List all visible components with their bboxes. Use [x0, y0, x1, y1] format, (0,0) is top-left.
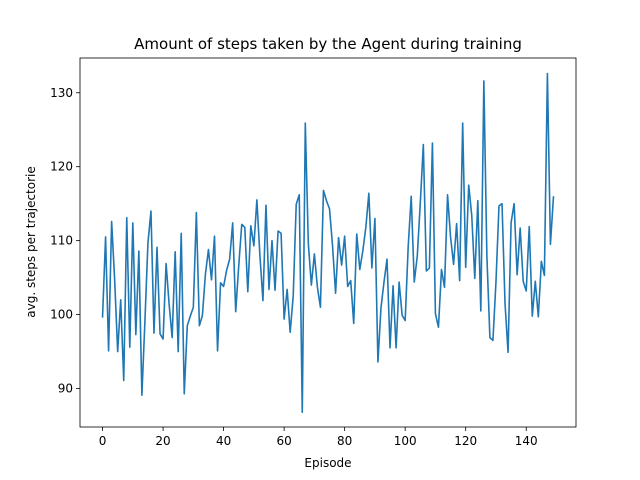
series-line: [101, 72, 555, 414]
x-tick-label: 40: [216, 434, 231, 448]
x-axis: 0 20 40 60 80 100 120 140: [99, 427, 538, 448]
x-tick-label: 80: [337, 434, 352, 448]
y-tick-label: 110: [50, 234, 73, 248]
y-axis: 90 100 110 120 130: [50, 86, 80, 396]
y-tick-label: 100: [50, 308, 73, 322]
chart-title: Amount of steps taken by the Agent durin…: [134, 35, 522, 53]
x-tick-label: 100: [394, 434, 417, 448]
x-tick-label: 60: [276, 434, 291, 448]
x-axis-label: Episode: [304, 456, 351, 470]
x-tick-label: 20: [155, 434, 170, 448]
x-tick-label: 120: [454, 434, 477, 448]
x-tick-label: 0: [99, 434, 107, 448]
plot-area: [101, 72, 555, 414]
y-tick-label: 90: [58, 382, 73, 396]
x-tick-label: 140: [515, 434, 538, 448]
axes-frame: [79, 57, 577, 428]
y-axis-label: avg. steps per trajectorie: [24, 166, 38, 317]
y-tick-label: 120: [50, 160, 73, 174]
y-tick-label: 130: [50, 86, 73, 100]
